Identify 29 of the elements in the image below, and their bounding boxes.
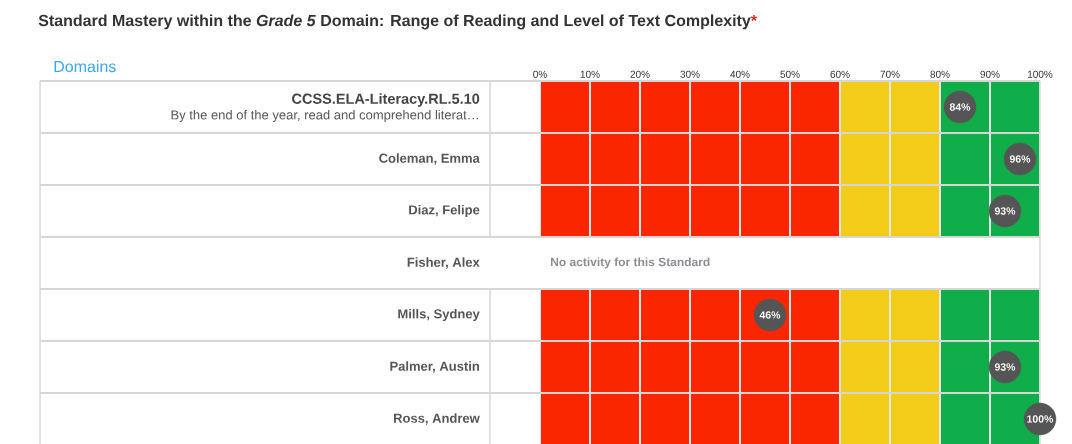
x-tick-label: 30% <box>680 70 700 78</box>
y-tick-label: Coleman, Emma <box>379 153 480 165</box>
data-label: 100% <box>1027 415 1054 423</box>
data-label: 93% <box>994 207 1016 215</box>
text: By the end of the year, read and comprehend literat… <box>171 109 478 123</box>
x-tick-label: 80% <box>930 70 950 78</box>
y-tick-label: CCSS.ELA-Literacy.RL.5.10 <box>292 93 480 107</box>
x-tick-label: 20% <box>630 70 650 78</box>
x-tick-label: 40% <box>730 70 750 78</box>
y-tick-label: Ross, Andrew <box>393 413 480 425</box>
data-label: 96% <box>1009 155 1031 163</box>
text: Domains <box>54 60 116 73</box>
data-label: 46% <box>759 311 781 319</box>
x-tick-label: 90% <box>980 70 1000 78</box>
y-tick-label: Mills, Sydney <box>398 308 480 322</box>
x-tick-label: 70% <box>880 70 900 78</box>
x-tick-label: 100% <box>1027 70 1053 78</box>
y-tick-label: Palmer, Austin <box>390 361 479 373</box>
x-tick-label: 60% <box>830 70 850 78</box>
y-tick-label: Fisher, Alex <box>407 257 480 269</box>
text: Standard Mastery within the Grade 5 Domain: Range of Reading and Level of Text Complexity <box>38 14 751 30</box>
y-tick-label: Diaz, Felipe <box>409 204 480 218</box>
x-tick-label: 0% <box>533 70 547 78</box>
data-label: 93% <box>994 363 1016 371</box>
x-tick-label: 50% <box>780 70 800 78</box>
x-tick-label: 10% <box>580 70 600 78</box>
text: * <box>750 14 758 21</box>
data-label: 84% <box>949 103 971 111</box>
annotation: No activity for this Standard <box>551 257 710 269</box>
